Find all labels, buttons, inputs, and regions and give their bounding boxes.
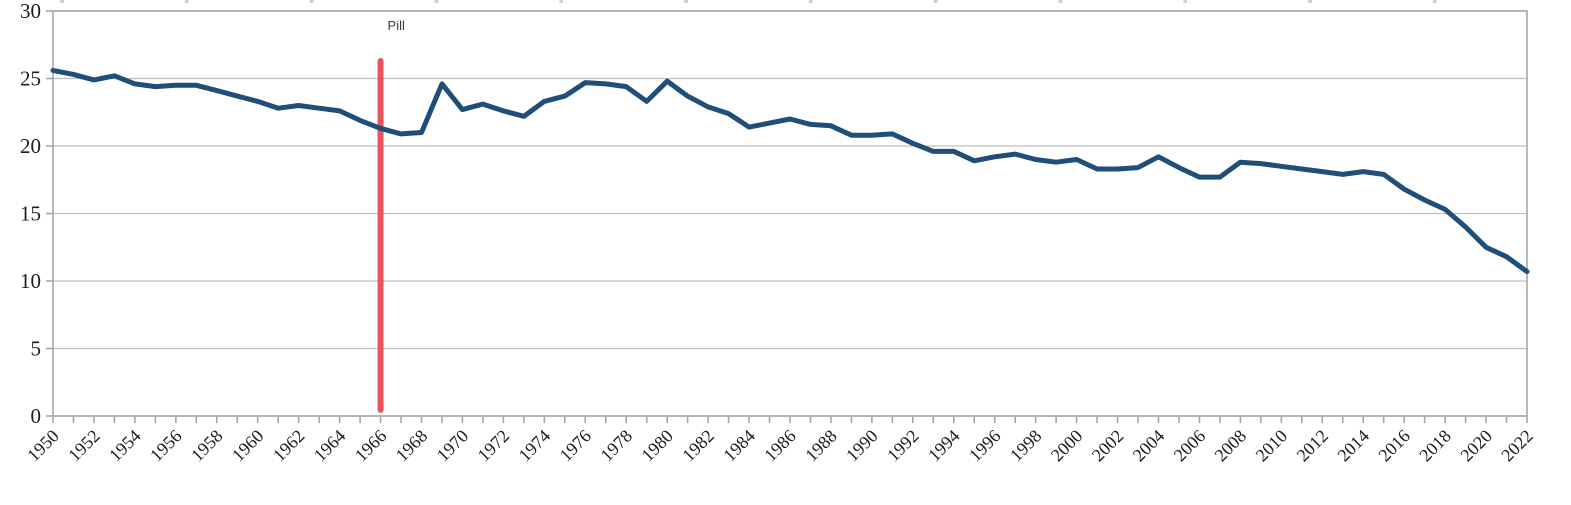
x-axis-tick-label: 1972 [474, 426, 514, 466]
x-axis-tick-label: 1980 [637, 426, 677, 466]
x-axis-tick-label: 2008 [1211, 426, 1251, 466]
clipped-artifact-top-edge [309, 0, 314, 3]
x-axis-tick-label: 1978 [596, 426, 636, 466]
clipped-artifact-top-edge [1308, 0, 1312, 3]
clipped-artifact-top-edge [933, 0, 938, 3]
x-axis-tick-label: 2002 [1088, 426, 1128, 466]
x-axis-tick-label: 1982 [678, 426, 718, 466]
x-axis-tick-label: 2020 [1456, 426, 1496, 466]
x-axis-tick-label: 1954 [105, 426, 145, 466]
x-axis-tick-label: 1964 [310, 426, 350, 466]
y-axis-tick-label: 20 [20, 134, 41, 158]
pill-annotation-label: Pill [387, 18, 405, 33]
clipped-artifact-top-edge [684, 0, 688, 3]
x-axis-tick-label: 1950 [23, 426, 63, 466]
x-axis-tick-label: 2006 [1170, 426, 1210, 466]
x-axis-tick-label: 2004 [1129, 426, 1169, 466]
x-axis-tick-label: 2012 [1293, 426, 1333, 466]
x-axis-tick-label: 1960 [228, 426, 268, 466]
x-axis-tick-label: 1958 [187, 426, 227, 466]
x-axis-tick-label: 2016 [1374, 426, 1414, 466]
x-axis-tick-label: 2000 [1047, 426, 1087, 466]
y-axis-tick-label: 10 [20, 269, 41, 293]
x-axis-tick-label: 1988 [801, 426, 841, 466]
clipped-artifact-top-edge [808, 0, 813, 3]
clipped-artifact-top-edge [184, 0, 189, 3]
x-axis-tick-label: 1986 [760, 426, 800, 466]
data-series-line [50, 67, 1530, 275]
clipped-artifact-top-edge [559, 0, 564, 3]
y-axis-tick-label: 15 [20, 202, 41, 226]
x-axis-tick-label: 1952 [64, 426, 104, 466]
x-axis-tick-label: 2010 [1252, 426, 1292, 466]
x-axis-tick-label: 1966 [351, 426, 391, 466]
x-axis-tick-label: 2022 [1497, 426, 1537, 466]
x-axis-tick-label: 1962 [269, 426, 309, 466]
x-axis-tick-label: 2014 [1333, 426, 1373, 466]
clipped-artifact-top-edge [434, 0, 439, 3]
clipped-artifact-top-edge [1183, 0, 1188, 3]
x-axis-tick-label: 1996 [965, 426, 1005, 466]
x-axis-tick-label: 1956 [146, 426, 186, 466]
x-axis-tick-label: 1976 [556, 426, 596, 466]
x-axis-tick-label: 1970 [433, 426, 473, 466]
x-axis-tick-label: 1974 [515, 426, 555, 466]
clipped-artifact-top-edge [1432, 0, 1437, 3]
x-axis-tick-label: 1998 [1006, 426, 1046, 466]
x-axis-tick-label: 2018 [1415, 426, 1455, 466]
x-axis-tick-label: 1992 [883, 426, 923, 466]
x-axis-tick-label: 1984 [719, 426, 759, 466]
y-axis-tick-label: 5 [31, 337, 42, 361]
y-axis-tick-label: 25 [20, 67, 41, 91]
y-axis-tick-label: 0 [31, 404, 42, 428]
clipped-artifact-top-edge [1058, 0, 1063, 3]
x-axis-tick-label: 1968 [392, 426, 432, 466]
x-axis-tick-label: 1994 [924, 426, 964, 466]
y-axis-tick-label: 30 [20, 0, 41, 23]
x-axis-tick-label: 1990 [842, 426, 882, 466]
clipped-artifact-top-edge [60, 0, 64, 3]
